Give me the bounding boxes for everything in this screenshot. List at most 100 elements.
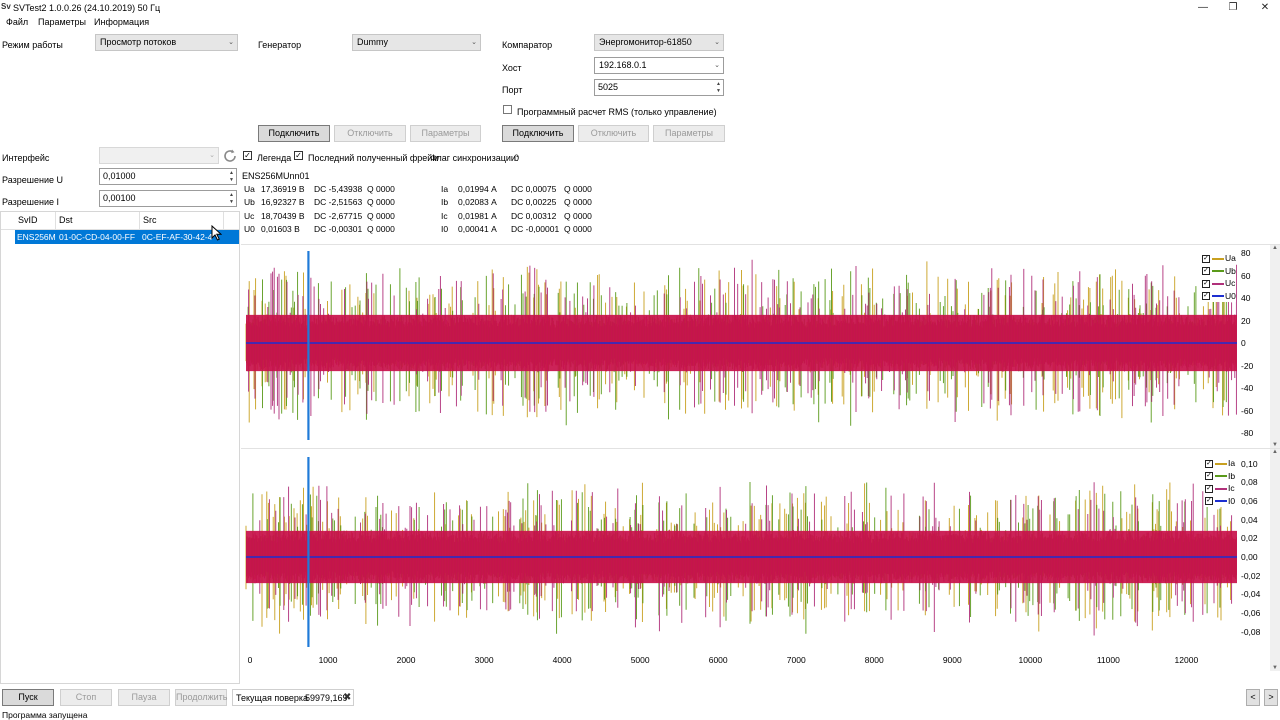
close-button[interactable]: ✕	[1260, 2, 1270, 13]
stop-button[interactable]: Стоп	[60, 689, 112, 706]
rms-label: Программный расчет RMS (только управлени…	[517, 107, 717, 117]
legend-swatch	[1215, 475, 1227, 478]
menu-information[interactable]: Информация	[94, 17, 150, 27]
voltage-chart[interactable]: 80 60 40 20 0 -20 -40 -60 -80 ✓ Ua ✓ Ub ✓ Uc ✓ U0 ▲ ▼	[241, 244, 1280, 448]
title-bar: Sv SVTest2 1.0.0.26 (24.10.2019) 50 Гц —…	[0, 0, 1280, 16]
column-header-svid[interactable]: SvID	[15, 212, 56, 229]
legend-checkbox[interactable]: ✓	[1202, 267, 1210, 276]
spin-up-icon[interactable]: ▲	[229, 192, 234, 198]
next-button[interactable]: >	[1264, 689, 1278, 706]
chart-svg[interactable]	[241, 449, 1280, 670]
menu-parameters[interactable]: Параметры	[38, 17, 86, 27]
column-header-src[interactable]: Src	[140, 212, 224, 229]
current-check-value: 59979,169	[305, 693, 348, 703]
legend-checkbox[interactable]: ✓	[1205, 472, 1213, 481]
legend-item[interactable]: ✓ I0	[1205, 495, 1235, 508]
scroll-down-icon[interactable]: ▼	[1272, 442, 1278, 448]
port-value: 5025	[598, 82, 619, 92]
resume-button[interactable]: Продолжить	[175, 689, 227, 706]
y-tick-label: -40	[1241, 383, 1254, 393]
measurement-row: Ub 16,92327 В DC -2,51563 Q 0000	[244, 196, 407, 209]
x-tick-label: 9000	[942, 655, 962, 665]
start-button[interactable]: Пуск	[2, 689, 54, 706]
scroll-down-icon[interactable]: ▼	[1272, 665, 1278, 671]
comparator-connect-button[interactable]: Подключить	[502, 125, 574, 142]
legend-checkbox[interactable]: ✓	[1205, 484, 1213, 493]
measurement-value: 0,01994 А	[458, 184, 497, 194]
generator-params-button[interactable]: Параметры	[410, 125, 481, 142]
legend-item[interactable]: ✓ Ib	[1205, 470, 1235, 483]
legend-item[interactable]: ✓ Uc	[1202, 277, 1236, 290]
generator-label: Генератор	[258, 40, 302, 50]
spin-down-icon[interactable]: ▼	[716, 88, 721, 94]
y-tick-label: -20	[1241, 360, 1254, 371]
table-row[interactable]: ENS256M 01-0C-CD-04-00-FF 0C-EF-AF-30-42…	[15, 230, 239, 244]
refresh-icon[interactable]	[222, 148, 238, 164]
comparator-params-button[interactable]: Параметры	[653, 125, 725, 142]
restore-button[interactable]: ❐	[1228, 2, 1238, 13]
stream-name: ENS256MUnn01	[242, 171, 310, 181]
scroll-up-icon[interactable]: ▲	[1272, 245, 1278, 251]
last-frame-checkbox[interactable]: ✓	[294, 151, 303, 160]
column-header-dst[interactable]: Dst	[56, 212, 140, 229]
res-i-label: Разрешение I	[2, 197, 59, 207]
spin-up-icon[interactable]: ▲	[229, 170, 234, 176]
legend-label: Ic	[1228, 483, 1235, 493]
legend-checkbox[interactable]: ✓	[1202, 254, 1210, 263]
generator-connect-button[interactable]: Подключить	[258, 125, 330, 142]
legend-checkbox[interactable]: ✓	[243, 151, 252, 160]
measurement-dc: DC -0,00301	[314, 223, 363, 234]
legend-label: Ia	[1228, 458, 1236, 468]
legend-item[interactable]: ✓ Ub	[1202, 265, 1236, 278]
sync-flag-value: 0	[514, 153, 520, 163]
spin-up-icon[interactable]: ▲	[716, 81, 721, 87]
window-title: SVTest2 1.0.0.26 (24.10.2019) 50 Гц	[13, 3, 161, 13]
y-tick-label: -60	[1241, 405, 1254, 416]
measurement-dc: DC 0,00312	[511, 210, 557, 221]
host-input[interactable]: 192.168.0.1 ⌄	[594, 57, 724, 74]
rms-checkbox[interactable]	[503, 105, 512, 114]
chart-svg[interactable]	[241, 245, 1280, 447]
spin-down-icon[interactable]: ▼	[229, 199, 234, 205]
menu-file[interactable]: Файл	[6, 17, 29, 27]
legend-checkbox[interactable]: ✓	[1202, 279, 1210, 288]
legend-item[interactable]: ✓ Ia	[1205, 457, 1235, 470]
measurement-q: Q 0000	[367, 184, 395, 194]
legend-item[interactable]: ✓ Ua	[1202, 252, 1236, 265]
legend-item[interactable]: ✓ Ic	[1205, 482, 1235, 495]
chevron-down-icon: ⌄	[471, 39, 477, 46]
y-tick-label: 0,04	[1241, 514, 1258, 525]
pause-button[interactable]: Пауза	[118, 689, 170, 706]
legend-item[interactable]: ✓ U0	[1202, 290, 1236, 303]
res-u-input[interactable]: 0,01000 ▲ ▼	[99, 168, 237, 185]
current-chart[interactable]: 0,10 0,08 0,06 0,04 0,02 0,00 -0,02 -0,04 -0,06 -…	[241, 448, 1280, 671]
measurement-name: Ib	[441, 197, 449, 208]
legend-checkbox[interactable]: ✓	[1202, 292, 1210, 301]
legend-checkbox[interactable]: ✓	[1205, 497, 1213, 506]
generator-disconnect-button[interactable]: Отключить	[334, 125, 406, 142]
chart-legend: ✓ Ua ✓ Ub ✓ Uc ✓ U0	[1202, 252, 1236, 302]
y-tick-label: 80	[1241, 248, 1251, 258]
res-i-input[interactable]: 0,00100 ▲ ▼	[99, 190, 237, 207]
comparator-select[interactable]: Энергомонитор-61850 ⌄	[594, 34, 724, 51]
mode-select[interactable]: Просмотр потоков ⌄	[95, 34, 238, 51]
chart-scrollbar[interactable]: ▲ ▼	[1270, 449, 1280, 671]
minimize-button[interactable]: —	[1198, 2, 1208, 13]
cell-src: 0C-EF-AF-30-42-4	[142, 232, 213, 242]
port-input[interactable]: 5025 ▲ ▼	[594, 79, 724, 96]
comparator-disconnect-button[interactable]: Отключить	[578, 125, 649, 142]
generator-select[interactable]: Dummy ⌄	[352, 34, 481, 51]
prev-button[interactable]: <	[1246, 689, 1260, 706]
comparator-value: Энергомонитор-61850	[599, 37, 692, 47]
generator-value: Dummy	[357, 37, 388, 47]
interface-select[interactable]: ⌄	[99, 147, 219, 164]
chart-scrollbar[interactable]: ▲ ▼	[1270, 245, 1280, 448]
last-frame-label: Последний полученный фрейм	[308, 153, 439, 163]
bottom-toolbar: Пуск Стоп Пауза Продолжить Текущая повер…	[0, 684, 1280, 710]
y-tick-label: 20	[1241, 315, 1251, 326]
legend-checkbox[interactable]: ✓	[1205, 459, 1213, 468]
spin-down-icon[interactable]: ▼	[229, 177, 234, 183]
close-icon[interactable]: ✖	[343, 692, 352, 703]
measurement-row: Ia 0,01994 А DC 0,00075 Q 0000	[441, 183, 604, 196]
scroll-up-icon[interactable]: ▲	[1272, 449, 1278, 455]
